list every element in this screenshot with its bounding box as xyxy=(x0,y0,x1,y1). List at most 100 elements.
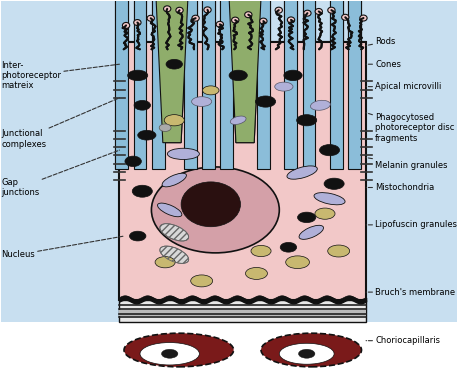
Bar xyxy=(134,0,146,169)
Bar xyxy=(302,0,315,169)
Ellipse shape xyxy=(251,245,271,256)
Ellipse shape xyxy=(299,225,324,239)
Ellipse shape xyxy=(151,167,279,253)
Bar xyxy=(330,0,343,169)
Ellipse shape xyxy=(129,231,146,241)
Ellipse shape xyxy=(229,70,247,81)
Ellipse shape xyxy=(328,245,350,257)
Bar xyxy=(115,0,128,169)
Ellipse shape xyxy=(280,242,297,252)
Text: Junctional
complexes: Junctional complexes xyxy=(1,98,119,148)
Ellipse shape xyxy=(128,70,148,81)
Ellipse shape xyxy=(230,116,246,124)
Bar xyxy=(119,300,366,322)
FancyBboxPatch shape xyxy=(0,1,457,322)
Ellipse shape xyxy=(140,342,200,365)
Ellipse shape xyxy=(160,224,189,241)
Bar xyxy=(134,0,146,169)
Ellipse shape xyxy=(192,15,199,21)
Polygon shape xyxy=(229,0,261,142)
Text: Melanin granules: Melanin granules xyxy=(366,158,448,170)
Ellipse shape xyxy=(164,115,184,126)
Ellipse shape xyxy=(134,20,141,26)
Ellipse shape xyxy=(314,193,345,205)
Ellipse shape xyxy=(167,148,200,159)
Ellipse shape xyxy=(275,7,283,13)
Bar xyxy=(220,0,233,169)
Bar xyxy=(115,0,128,169)
Ellipse shape xyxy=(310,100,330,110)
Bar xyxy=(152,0,164,169)
Ellipse shape xyxy=(319,144,339,156)
Bar xyxy=(220,0,233,169)
Bar xyxy=(202,0,215,169)
Ellipse shape xyxy=(284,70,302,81)
Ellipse shape xyxy=(261,333,362,367)
Text: Rods: Rods xyxy=(366,37,396,46)
Bar xyxy=(257,0,270,169)
Polygon shape xyxy=(156,0,188,142)
Ellipse shape xyxy=(279,343,334,364)
Ellipse shape xyxy=(204,7,211,13)
Text: Inter-
photoreceptor
matreix: Inter- photoreceptor matreix xyxy=(1,60,119,90)
Polygon shape xyxy=(156,0,188,142)
Ellipse shape xyxy=(134,100,151,110)
Ellipse shape xyxy=(297,115,317,126)
Ellipse shape xyxy=(232,17,239,23)
Ellipse shape xyxy=(166,59,182,69)
Bar xyxy=(184,0,197,169)
Bar xyxy=(202,0,215,169)
Ellipse shape xyxy=(162,349,178,358)
Ellipse shape xyxy=(159,124,171,132)
Ellipse shape xyxy=(275,82,293,91)
Ellipse shape xyxy=(147,15,155,21)
Ellipse shape xyxy=(287,166,317,179)
Bar xyxy=(0,38,119,322)
Ellipse shape xyxy=(176,7,183,13)
Ellipse shape xyxy=(122,22,130,28)
Ellipse shape xyxy=(245,12,252,18)
Ellipse shape xyxy=(138,130,156,140)
Ellipse shape xyxy=(132,185,152,197)
Ellipse shape xyxy=(191,275,213,287)
Ellipse shape xyxy=(328,7,335,13)
Bar xyxy=(184,0,197,169)
Ellipse shape xyxy=(202,86,219,95)
Ellipse shape xyxy=(299,349,315,358)
Ellipse shape xyxy=(286,256,310,268)
Polygon shape xyxy=(229,0,261,142)
Ellipse shape xyxy=(246,267,267,279)
Ellipse shape xyxy=(124,333,234,367)
Bar xyxy=(302,0,315,169)
Bar xyxy=(330,0,343,169)
Ellipse shape xyxy=(298,212,316,223)
Ellipse shape xyxy=(315,9,322,15)
Bar xyxy=(366,38,457,322)
Ellipse shape xyxy=(287,17,295,23)
Ellipse shape xyxy=(255,96,276,107)
Bar xyxy=(152,0,164,169)
Ellipse shape xyxy=(160,246,189,263)
Text: Lipofuscin granules: Lipofuscin granules xyxy=(366,220,457,230)
Ellipse shape xyxy=(342,14,349,20)
Ellipse shape xyxy=(191,97,212,106)
Ellipse shape xyxy=(162,173,186,187)
Bar xyxy=(348,0,361,169)
Text: Phagocytosed
photoreceptor disc
fragments: Phagocytosed photoreceptor disc fragment… xyxy=(366,113,455,142)
Text: Bruch's membrane: Bruch's membrane xyxy=(366,288,456,297)
Ellipse shape xyxy=(260,18,267,24)
Ellipse shape xyxy=(155,256,175,268)
Bar xyxy=(119,42,366,300)
Ellipse shape xyxy=(315,208,335,219)
Bar xyxy=(0,322,457,374)
Ellipse shape xyxy=(181,182,240,227)
Ellipse shape xyxy=(164,6,171,12)
Bar xyxy=(119,310,366,316)
Ellipse shape xyxy=(360,15,367,21)
Ellipse shape xyxy=(324,178,344,189)
Text: Nucleus: Nucleus xyxy=(1,236,124,259)
Ellipse shape xyxy=(125,156,141,166)
Bar xyxy=(348,0,361,169)
Text: Gap
junctions: Gap junctions xyxy=(1,150,119,197)
Ellipse shape xyxy=(216,21,224,27)
